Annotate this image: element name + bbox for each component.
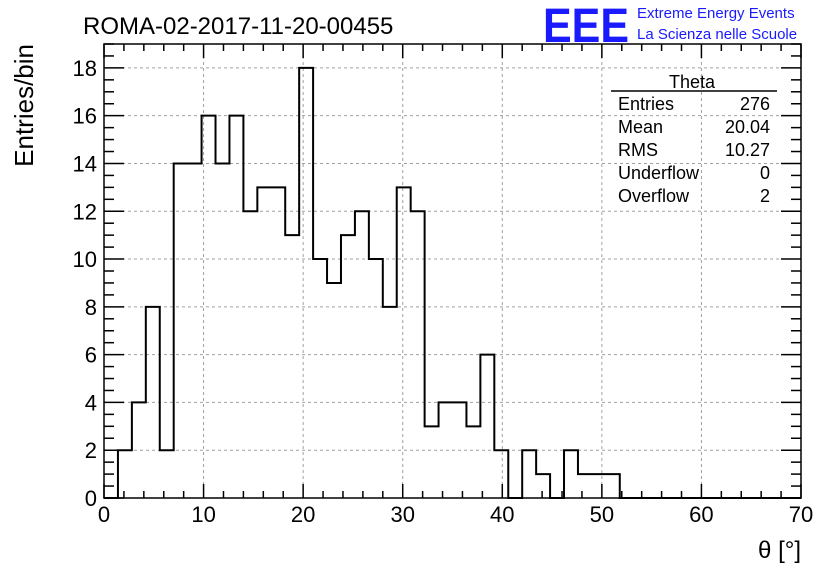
x-tick-label: 40 xyxy=(490,502,514,527)
y-tick-label: 10 xyxy=(73,247,97,272)
x-tick-label: 60 xyxy=(689,502,713,527)
x-tick-label: 0 xyxy=(98,502,110,527)
stats-row-label: Underflow xyxy=(618,163,700,183)
stats-row-value: 276 xyxy=(740,94,770,114)
histogram-outline xyxy=(104,66,801,499)
y-tick-label: 4 xyxy=(85,390,97,415)
stats-box: Theta Entries 276 Mean 20.04 RMS 10.27 Underfl… xyxy=(611,72,777,206)
y-tick-label: 18 xyxy=(73,56,97,81)
chart-title: ROMA-02-2017-11-20-00455 xyxy=(83,13,393,40)
y-tick-label: 8 xyxy=(85,295,97,320)
logo-mark: EEE xyxy=(543,0,629,53)
stats-row-value: 20.04 xyxy=(725,117,770,137)
y-tick-label: 2 xyxy=(85,438,97,463)
y-axis-tick-labels: 0 2 4 6 8 10 12 14 16 18 xyxy=(73,56,97,511)
x-axis-label: θ [°] xyxy=(758,537,801,564)
x-tick-label: 10 xyxy=(191,502,215,527)
x-tick-label: 70 xyxy=(789,502,813,527)
x-tick-label: 30 xyxy=(390,502,414,527)
stats-row-label: Entries xyxy=(618,94,674,114)
y-axis-label: Entries/bin xyxy=(9,44,39,167)
stats-row-label: RMS xyxy=(618,140,658,160)
stats-row-label: Overflow xyxy=(618,186,690,206)
x-tick-label: 20 xyxy=(291,502,315,527)
y-tick-label: 6 xyxy=(85,343,97,368)
stats-row-value: 2 xyxy=(760,186,770,206)
eee-logo: EEE Extreme Energy Events La Scienza nel… xyxy=(543,0,797,53)
y-tick-label: 0 xyxy=(85,486,97,511)
y-tick-label: 12 xyxy=(73,199,97,224)
stats-box-title: Theta xyxy=(669,72,716,92)
stats-row-value: 0 xyxy=(760,163,770,183)
x-axis-tick-labels: 0 10 20 30 40 50 60 70 xyxy=(98,502,813,527)
y-tick-label: 14 xyxy=(73,151,97,176)
stats-row-label: Mean xyxy=(618,117,663,137)
x-tick-label: 50 xyxy=(590,502,614,527)
axis-ticks xyxy=(103,43,802,499)
y-tick-label: 16 xyxy=(73,104,97,129)
stats-row-value: 10.27 xyxy=(725,140,770,160)
logo-line2: La Scienza nelle Scuole xyxy=(637,26,797,43)
logo-line1: Extreme Energy Events xyxy=(637,5,795,22)
